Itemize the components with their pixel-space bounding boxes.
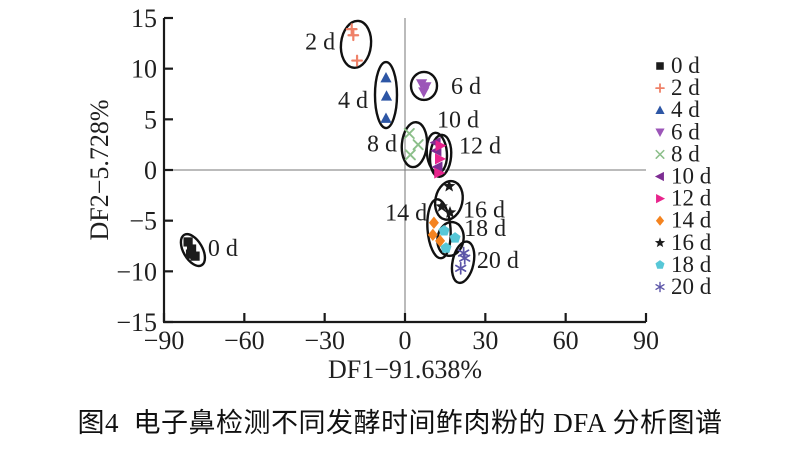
triangle-left-marker	[654, 171, 664, 182]
asterisk-marker	[457, 249, 470, 257]
square-marker	[183, 237, 193, 247]
x-marker	[412, 139, 424, 151]
cluster-ellipse	[339, 19, 373, 69]
asterisk-marker	[655, 284, 665, 290]
cluster-label: 16 d	[463, 198, 505, 224]
triangle-up-marker	[380, 90, 393, 101]
pentagon-marker	[440, 242, 452, 253]
legend-label: 12 d	[671, 186, 712, 211]
cluster-label: 12 d	[459, 134, 501, 160]
square-marker	[656, 62, 664, 70]
x-tick-label: 90	[633, 326, 659, 355]
cluster-label: 20 d	[477, 248, 519, 274]
triangle-up-marker	[380, 112, 392, 123]
triangle-down-marker	[655, 128, 665, 138]
triangle-down-marker	[418, 87, 430, 98]
chart-area: −90 −60 −30 0 30 60 90 −15 −10 −5 0 5 10 15 DF1−91.638…	[85, 4, 712, 384]
asterisk-marker	[459, 254, 471, 262]
y-tick-label: 15	[131, 4, 157, 33]
pentagon-marker	[438, 225, 450, 236]
cluster-label: 6 d	[451, 74, 481, 100]
cluster-ellipse	[373, 60, 399, 130]
y-tick-label: 0	[144, 156, 157, 185]
y-tick-label: −5	[129, 207, 157, 236]
cluster-label: 8 d	[367, 132, 397, 158]
triangle-up-marker	[380, 71, 392, 83]
triangle-up-marker	[655, 105, 665, 114]
legend-label: 0 d	[671, 53, 700, 78]
diamond-marker	[427, 228, 438, 242]
star-marker	[435, 199, 448, 212]
figure-caption: 图4 电子鼻检测不同发酵时间鲊肉粉的 DFA 分析图谱	[77, 407, 723, 438]
triangle-left-marker	[431, 161, 443, 173]
legend-label: 20 d	[671, 274, 712, 299]
legend-label: 6 d	[671, 119, 700, 144]
y-tick-label: −15	[116, 308, 157, 337]
asterisk-marker	[454, 264, 467, 272]
y-tick-label: 10	[131, 55, 157, 84]
x-marker	[655, 149, 665, 159]
cluster-ellipse	[428, 133, 453, 178]
legend-label: 8 d	[671, 141, 700, 166]
x-axis-label: DF1−91.638%	[328, 355, 482, 384]
y-tick-label: 5	[144, 105, 157, 134]
star-marker	[442, 179, 456, 192]
diamond-marker	[655, 215, 665, 226]
legend-label: 14 d	[671, 208, 712, 233]
legend-label: 10 d	[671, 164, 712, 189]
cluster-ellipse	[426, 198, 452, 260]
x-tick-label: −60	[224, 326, 265, 355]
legend-label: 4 d	[671, 97, 700, 122]
triangle-right-marker	[656, 194, 666, 204]
cluster-ellipse	[433, 179, 464, 221]
pentagon-marker	[655, 260, 665, 269]
legend-label: 2 d	[671, 75, 700, 100]
legend-label: 16 d	[671, 230, 712, 255]
cluster-label: 14 d	[385, 201, 427, 227]
cluster-label: 4 d	[338, 88, 368, 114]
triangle-right-marker	[435, 153, 447, 165]
legend-label: 18 d	[671, 252, 712, 277]
diamond-marker	[428, 216, 439, 229]
x-tick-label: 30	[472, 326, 498, 355]
triangle-right-marker	[435, 140, 447, 152]
cluster-label: 18 d	[464, 216, 506, 242]
diamond-marker	[435, 234, 446, 248]
x-marker	[404, 149, 416, 161]
x-tick-label: −90	[144, 326, 185, 355]
cluster-ellipse	[409, 70, 439, 102]
x-marker	[403, 127, 415, 140]
x-tick-label: 60	[553, 326, 579, 355]
y-axis-label: DF2−5.728%	[85, 99, 114, 240]
square-marker	[190, 251, 200, 261]
cluster-label: 0 d	[208, 236, 238, 262]
cluster-ellipse	[179, 232, 207, 268]
cluster-ellipse	[450, 240, 476, 285]
triangle-right-marker	[434, 167, 446, 179]
dfa-scatter-plot: −90 −60 −30 0 30 60 90 −15 −10 −5 0 5 10 15 DF1−91.638…	[85, 4, 712, 384]
star-marker	[443, 205, 457, 218]
x-tick-label: 0	[399, 326, 412, 355]
square-marker	[186, 244, 197, 254]
x-tick-label: −30	[304, 326, 345, 355]
y-tick-label: −10	[116, 257, 157, 286]
cluster-label: 2 d	[305, 29, 335, 55]
star-marker	[654, 237, 666, 248]
pentagon-marker	[449, 232, 461, 243]
cluster-label: 10 d	[437, 107, 479, 133]
